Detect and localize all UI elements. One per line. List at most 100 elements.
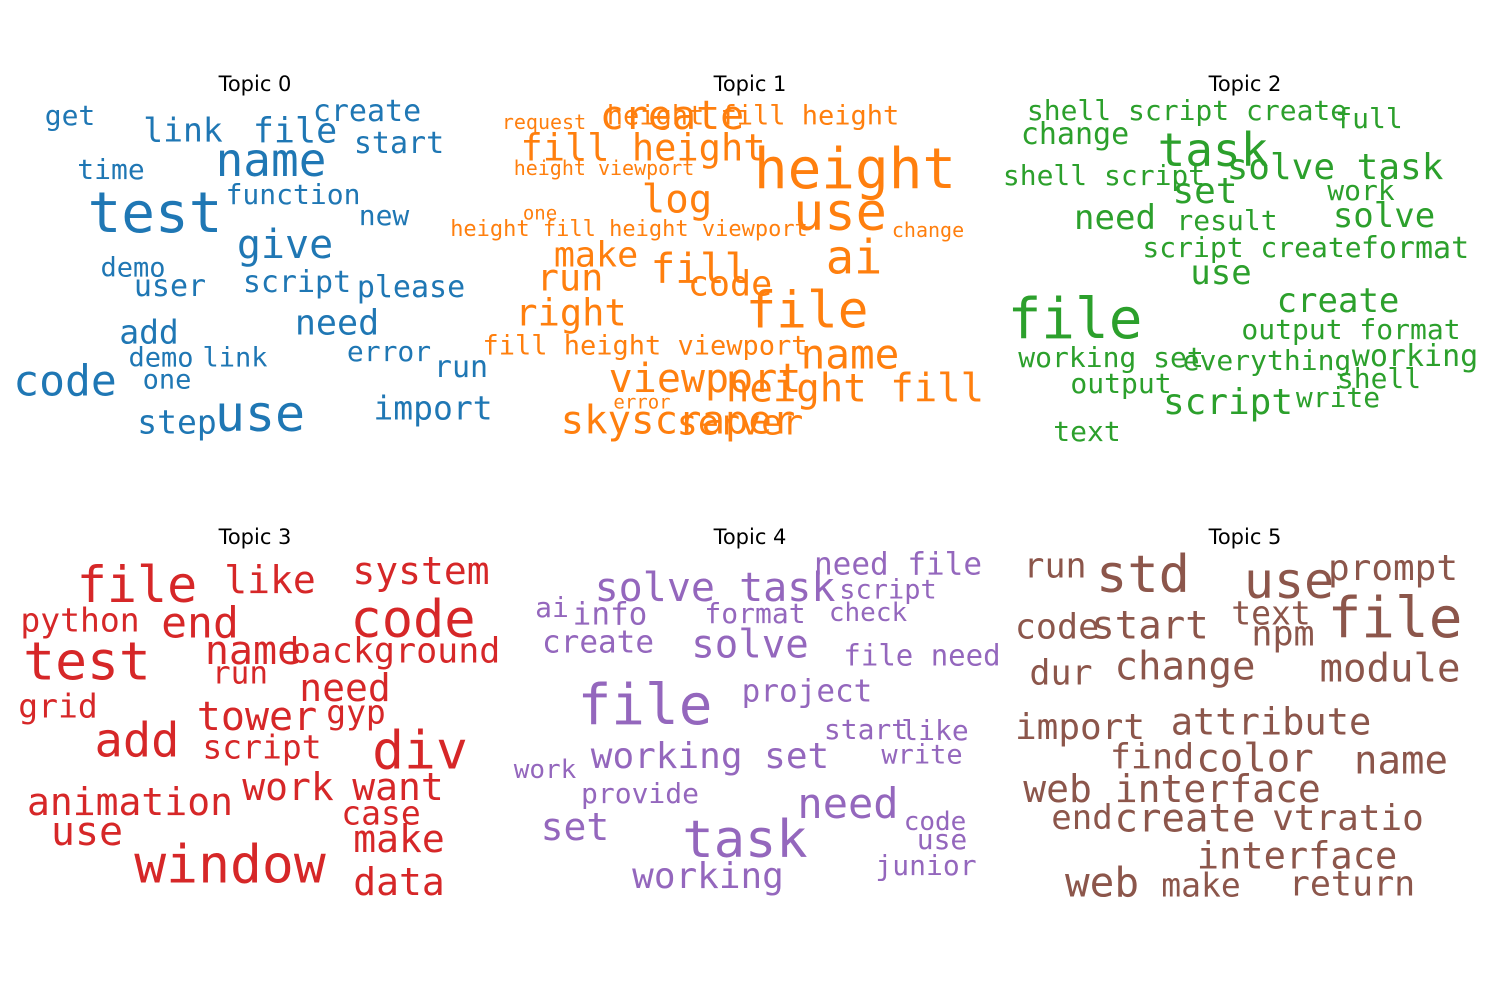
word-solve: solve (691, 622, 809, 668)
word-use: use (1190, 253, 1252, 293)
word-shell: shell (1336, 362, 1422, 395)
word-script-create: script create (1142, 231, 1362, 264)
word-file-need: file need (843, 638, 1001, 673)
word-file: file (1327, 586, 1463, 651)
word-height-fill-height-viewport: height fill height viewport (450, 217, 808, 242)
word-write: write (881, 739, 963, 771)
word-output: output (1070, 367, 1172, 400)
word-use: use (793, 183, 887, 243)
panel-title: Topic 5 (1208, 525, 1282, 549)
word-make: make (1161, 865, 1241, 905)
word-format: format (1360, 231, 1470, 266)
word-color: color (1196, 736, 1314, 782)
word-dur: dur (1029, 653, 1093, 694)
word-file: file (76, 556, 198, 614)
word-solve-task: solve task (594, 565, 836, 611)
word-server: server (676, 403, 804, 444)
word-div: div (372, 720, 468, 782)
word-code: code (903, 807, 967, 837)
word-demo: demo (100, 252, 166, 284)
word-add: add (94, 713, 180, 769)
word-name: name (1354, 738, 1448, 784)
word-create: create (1276, 281, 1400, 321)
word-skyscraper: skyscraper (560, 398, 796, 444)
panel-title: Topic 1 (713, 72, 787, 96)
word-code: code (13, 356, 117, 407)
word-format: format (704, 597, 806, 630)
word-name: name (800, 330, 900, 379)
word-write: write (1295, 381, 1381, 414)
word-need: need (294, 303, 380, 344)
word-use: use (214, 385, 306, 443)
word-working: working (632, 856, 784, 897)
word-ai: ai (535, 591, 569, 624)
word-provide: provide (580, 777, 700, 810)
word-import: import (1014, 707, 1146, 748)
word-add: add (119, 312, 179, 352)
word-case: case (341, 793, 421, 833)
word-link: link (202, 342, 268, 374)
word-request: request (501, 110, 587, 134)
word-junior: junior (875, 849, 977, 882)
word-change: change (891, 218, 965, 242)
word-use: use (1243, 552, 1335, 610)
word-window: window (134, 834, 326, 896)
word-log: log (641, 177, 713, 223)
word-npm: npm (1251, 614, 1315, 655)
word-std: std (1096, 545, 1190, 605)
word-create: create (542, 624, 654, 661)
panel-title: Topic 0 (218, 72, 292, 96)
word-one: one (142, 364, 192, 396)
word-cloud: file task need solve task working set solve se… (510, 525, 1001, 905)
word-need: need (299, 666, 391, 710)
word-cloud: test use name code give need file link add import… (13, 72, 495, 452)
word-height-viewport: height viewport (513, 156, 695, 180)
word-test: test (23, 631, 151, 693)
word-fill: fill (650, 244, 750, 293)
word-error: error (613, 391, 671, 414)
word-task: task (1157, 123, 1269, 177)
word-script: script (242, 265, 352, 300)
word-start: start (353, 126, 445, 161)
word-info: info (572, 596, 648, 633)
word-get: get (44, 99, 96, 132)
word-cloud: window test div code file add end tower name use s… (15, 525, 500, 905)
word-user: user (133, 269, 207, 304)
word-work: work (242, 765, 334, 809)
word-fill-height: fill height (520, 126, 766, 170)
word-cloud: file std use web create start change module name… (1005, 525, 1485, 905)
word-make: make (553, 235, 639, 276)
topic-panel-4: Topic 4 file task need solve task working se… (510, 525, 1001, 905)
word-solve: solve (1332, 196, 1436, 236)
word-output-format: output format (1241, 313, 1461, 346)
word-name: name (204, 628, 302, 674)
word-python: python (20, 600, 140, 640)
topic-panel-0: Topic 0 test use name code give need file link a… (13, 72, 495, 452)
word-give: give (236, 222, 334, 268)
word-run: run (1023, 546, 1087, 587)
word-script: script (202, 727, 322, 767)
word-web: web (1064, 858, 1140, 907)
panel-title: Topic 3 (218, 525, 292, 549)
word-start: start (1091, 603, 1209, 649)
word-height-fill: height fill (725, 366, 985, 412)
word-step: step (137, 402, 217, 442)
word-change: change (1114, 644, 1256, 690)
word-run: run (433, 350, 489, 385)
word-time: time (77, 153, 145, 186)
word-fill-height-viewport: fill height viewport (482, 330, 808, 362)
word-attribute: attribute (1170, 700, 1372, 744)
word-start: start (823, 713, 909, 746)
word-prompt: prompt (1327, 548, 1459, 589)
word-name: name (215, 133, 327, 187)
word-shell-script-create: shell script create (1026, 94, 1348, 127)
word-code: code (687, 264, 773, 305)
word-ai: ai (825, 230, 883, 286)
topic-panel-5: Topic 5 file std use web create start change mo… (1005, 525, 1485, 905)
word-file: file (252, 111, 338, 152)
word-right: right (515, 291, 627, 335)
word-new: new (358, 199, 410, 232)
word-import: import (373, 388, 493, 428)
word-text: text (1231, 593, 1311, 633)
